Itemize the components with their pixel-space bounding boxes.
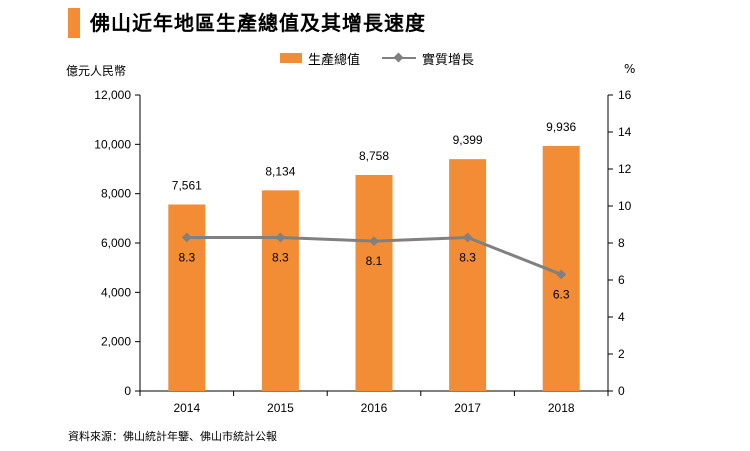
y-right-tick-label: 10 [618, 199, 632, 213]
chart-legend: 生產總值 實質增長 [280, 48, 496, 68]
bar-data-label: 9,399 [453, 133, 483, 147]
y-right-tick-label: 16 [618, 88, 632, 102]
y-right-tick-label: 12 [618, 162, 632, 176]
line-point-growth [462, 232, 473, 243]
x-tick-label: 2018 [548, 401, 575, 415]
legend-bar-swatch [280, 53, 302, 63]
title-accent-bar [68, 8, 80, 38]
line-point-growth [181, 232, 192, 243]
line-point-growth [556, 269, 567, 280]
bar-gdp [168, 204, 206, 391]
bar-gdp [261, 190, 299, 391]
y-right-tick-label: 14 [618, 125, 632, 139]
y-right-tick-label: 0 [618, 384, 625, 398]
legend-item-growth: 實質增長 [382, 49, 474, 68]
y-left-tick-label: 0 [124, 384, 131, 398]
y-right-tick-label: 8 [618, 236, 625, 250]
line-data-label: 8.3 [272, 250, 289, 264]
source-note: 資料來源：佛山統計年鑒、佛山市統計公報 [68, 430, 277, 443]
y-axis-right-label: % [624, 62, 636, 76]
legend-label-growth: 實質增長 [422, 52, 475, 68]
y-right-tick-label: 6 [618, 273, 625, 287]
x-tick-label: 2017 [454, 401, 481, 415]
y-axis-left-label: 億元人民幣 [66, 64, 127, 78]
bar-data-label: 8,758 [359, 149, 389, 163]
legend-line-swatch [382, 57, 417, 59]
y-left-tick-label: 2,000 [101, 335, 131, 349]
line-point-growth [275, 232, 286, 243]
y-right-tick-label: 2 [618, 347, 625, 361]
chart-title: 佛山近年地區生產總值及其增長速度 [90, 11, 426, 35]
legend-item-gdp: 生產總值 [280, 49, 360, 68]
bar-data-label: 9,936 [546, 120, 576, 134]
bar-data-label: 7,561 [172, 178, 202, 192]
line-data-label: 8.1 [366, 254, 383, 268]
line-data-label: 8.3 [178, 250, 195, 264]
x-tick-label: 2016 [361, 401, 388, 415]
y-left-tick-label: 10,000 [94, 137, 131, 151]
line-point-growth [369, 236, 379, 247]
y-left-tick-label: 8,000 [101, 187, 131, 201]
y-left-tick-label: 6,000 [101, 236, 131, 250]
bar-gdp [449, 159, 487, 391]
line-data-label: 6.3 [553, 287, 570, 301]
y-left-tick-label: 4,000 [101, 285, 131, 299]
bar-data-label: 8,134 [265, 164, 295, 178]
line-data-label: 8.3 [459, 250, 476, 264]
y-left-tick-label: 12,000 [94, 88, 131, 102]
bar-gdp [355, 174, 393, 391]
x-tick-label: 2015 [267, 401, 294, 415]
x-tick-label: 2014 [173, 401, 200, 415]
y-right-tick-label: 4 [618, 310, 625, 324]
legend-label-gdp: 生產總值 [308, 52, 361, 68]
